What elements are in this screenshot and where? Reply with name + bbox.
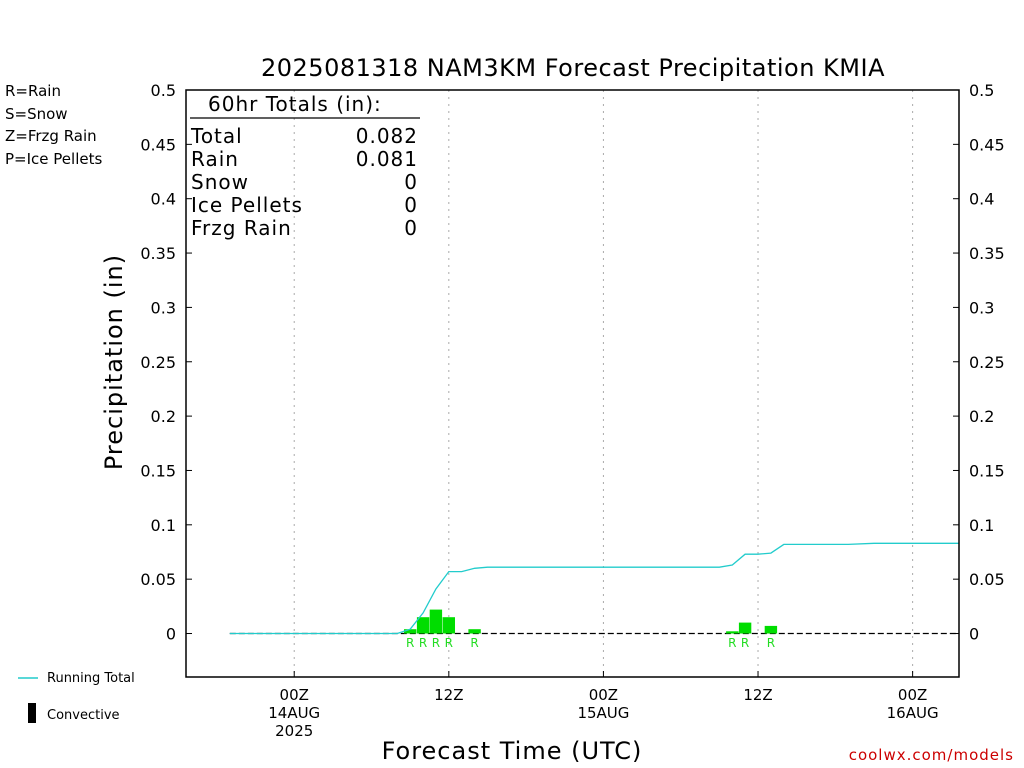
y-tick-label-right: 0.15 bbox=[969, 461, 1005, 480]
totals-row-label: Rain bbox=[191, 147, 239, 171]
y-tick-label: 0.2 bbox=[151, 407, 176, 426]
y-tick-label: 0.45 bbox=[140, 135, 176, 154]
x-tick-label: 12Z bbox=[434, 686, 463, 704]
precip-type-legend: R=Rain S=Snow Z=Frzg Rain P=Ice Pellets bbox=[5, 82, 102, 168]
y-tick-label-right: 0.3 bbox=[969, 298, 994, 317]
y-tick-label: 0.5 bbox=[151, 81, 176, 100]
convective-swatch bbox=[28, 703, 36, 723]
precip-bar bbox=[726, 631, 739, 634]
precip-bar bbox=[738, 622, 752, 634]
precip-bar bbox=[416, 617, 430, 634]
y-tick-label-right: 0.05 bbox=[969, 570, 1005, 589]
precip-bar bbox=[468, 629, 481, 634]
y-tick-label-right: 0.25 bbox=[969, 353, 1005, 372]
precip-type-label: R bbox=[767, 636, 775, 650]
y-tick-label: 0.05 bbox=[140, 570, 176, 589]
legend-ice-pellets: P=Ice Pellets bbox=[5, 150, 102, 168]
running-total-legend-label: Running Total bbox=[47, 671, 135, 686]
y-tick-label: 0.1 bbox=[151, 516, 176, 535]
y-tick-label-right: 0.45 bbox=[969, 135, 1005, 154]
y-tick-label-right: 0 bbox=[969, 625, 979, 644]
legend-frzg-rain: Z=Frzg Rain bbox=[5, 127, 97, 145]
x-tick-label: 00Z bbox=[589, 686, 618, 704]
totals-row-label: Ice Pellets bbox=[191, 193, 303, 217]
y-tick-label: 0.15 bbox=[140, 461, 176, 480]
totals-row-label: Frzg Rain bbox=[191, 216, 292, 240]
precip-bar bbox=[442, 617, 455, 634]
x-tick-label: 16AUG bbox=[887, 704, 939, 722]
x-tick-label: 15AUG bbox=[577, 704, 629, 722]
legend-snow: S=Snow bbox=[5, 105, 68, 123]
totals-row-label: Total bbox=[190, 124, 243, 148]
y-axis-label: Precipitation (in) bbox=[100, 254, 128, 470]
precip-type-label: R bbox=[741, 636, 749, 650]
precip-type-label: R bbox=[728, 636, 736, 650]
x-axis-label: Forecast Time (UTC) bbox=[382, 737, 643, 765]
y-tick-label-right: 0.35 bbox=[969, 244, 1005, 263]
precip-bar bbox=[429, 609, 443, 634]
totals-row-value: 0 bbox=[404, 170, 418, 194]
precip-type-label: R bbox=[406, 636, 414, 650]
x-gridlines bbox=[293, 90, 914, 677]
totals-row-value: 0 bbox=[404, 193, 418, 217]
totals-box: 60hr Totals (in): Total 0.082 Rain 0.081 Sno… bbox=[190, 92, 420, 240]
y-tick-label: 0 bbox=[166, 625, 176, 644]
precip-type-label: R bbox=[419, 636, 427, 650]
running-total-line bbox=[229, 542, 959, 635]
y-tick-label: 0.4 bbox=[151, 190, 176, 209]
precip-type-label: R bbox=[432, 636, 440, 650]
y-tick-label: 0.35 bbox=[140, 244, 176, 263]
y-tick-label-right: 0.5 bbox=[969, 81, 994, 100]
x-tick-label: 00Z bbox=[280, 686, 309, 704]
y-tick-label-right: 0.4 bbox=[969, 190, 994, 209]
y-tick-label: 0.25 bbox=[140, 353, 176, 372]
legend-rain: R=Rain bbox=[5, 82, 61, 100]
precip-bars bbox=[404, 609, 778, 634]
totals-row-label: Snow bbox=[191, 170, 249, 194]
y-axis-ticks: 0 00.05 0.050.1 0.10.15 0.150.2 0.20.25 0.250.… bbox=[140, 81, 1004, 644]
precip-type-label: R bbox=[470, 636, 478, 650]
totals-header: 60hr Totals (in): bbox=[208, 92, 382, 116]
y-tick-label: 0.3 bbox=[151, 298, 176, 317]
credit-text: coolwx.com/models bbox=[849, 746, 1014, 764]
precip-bar bbox=[404, 629, 417, 634]
precip-bar bbox=[764, 625, 778, 634]
plot-frame bbox=[185, 89, 960, 678]
bottom-legend: Running Total Convective bbox=[18, 671, 135, 723]
y-tick-label-right: 0.1 bbox=[969, 516, 994, 535]
convective-legend-label: Convective bbox=[47, 708, 120, 723]
y-tick-label-right: 0.2 bbox=[969, 407, 994, 426]
x-tick-label: 00Z bbox=[898, 686, 927, 704]
x-tick-label: 2025 bbox=[275, 722, 313, 740]
totals-row-value: 0.081 bbox=[356, 147, 418, 171]
totals-row-value: 0 bbox=[404, 216, 418, 240]
totals-row-value: 0.082 bbox=[356, 124, 418, 148]
x-tick-label: 12Z bbox=[743, 686, 772, 704]
precip-type-label: R bbox=[445, 636, 453, 650]
x-tick-label: 14AUG bbox=[268, 704, 320, 722]
chart-title: 2025081318 NAM3KM Forecast Precipitation… bbox=[261, 54, 885, 82]
